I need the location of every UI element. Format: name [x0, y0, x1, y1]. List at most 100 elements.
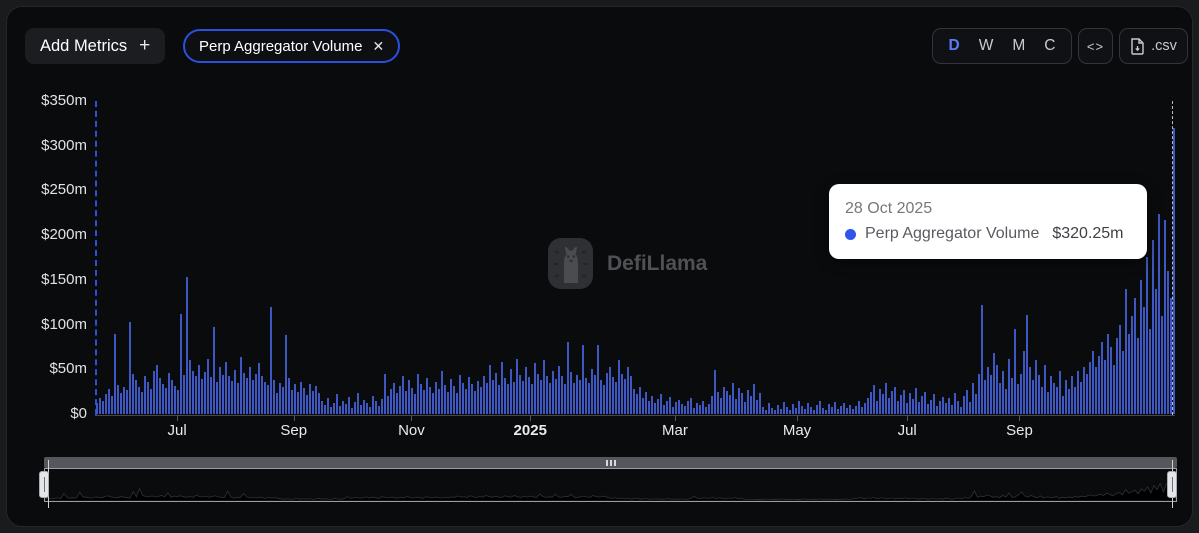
volume-bar[interactable] — [936, 406, 938, 414]
volume-bar[interactable] — [300, 382, 302, 414]
volume-bar[interactable] — [390, 389, 392, 414]
volume-bar[interactable] — [384, 374, 386, 414]
volume-bar[interactable] — [885, 383, 887, 414]
volume-bar[interactable] — [879, 389, 881, 414]
volume-bar[interactable] — [678, 400, 680, 414]
volume-bar[interactable] — [909, 393, 911, 414]
volume-bar[interactable] — [1113, 365, 1115, 414]
volume-bar[interactable] — [531, 384, 533, 414]
volume-bar[interactable] — [453, 386, 455, 414]
volume-bar[interactable] — [144, 376, 146, 414]
volume-bar[interactable] — [1071, 376, 1073, 414]
volume-bar[interactable] — [798, 401, 800, 414]
volume-bar[interactable] — [939, 401, 941, 414]
volume-bar[interactable] — [255, 374, 257, 414]
volume-bar[interactable] — [1137, 338, 1139, 414]
volume-bar[interactable] — [873, 385, 875, 414]
volume-bar[interactable] — [681, 404, 683, 414]
volume-bar[interactable] — [498, 385, 500, 414]
volume-bar[interactable] — [324, 405, 326, 414]
volume-bar[interactable] — [597, 345, 599, 414]
volume-bar[interactable] — [951, 405, 953, 414]
volume-bar[interactable] — [714, 370, 716, 414]
volume-bar[interactable] — [141, 392, 143, 414]
volume-bar[interactable] — [975, 394, 977, 414]
volume-bar[interactable] — [1005, 389, 1007, 414]
volume-bar[interactable] — [177, 390, 179, 414]
volume-bar[interactable] — [219, 367, 221, 414]
volume-bar[interactable] — [723, 387, 725, 414]
volume-bar[interactable] — [162, 384, 164, 414]
volume-bar[interactable] — [768, 403, 770, 414]
volume-bar[interactable] — [1086, 374, 1088, 414]
volume-bar[interactable] — [501, 362, 503, 414]
volume-bar[interactable] — [915, 388, 917, 414]
volume-bar[interactable] — [654, 403, 656, 414]
volume-bar[interactable] — [948, 398, 950, 414]
volume-bar[interactable] — [630, 376, 632, 414]
volume-bar[interactable] — [954, 393, 956, 414]
volume-bar[interactable] — [660, 394, 662, 414]
volume-bar[interactable] — [573, 383, 575, 414]
volume-bar[interactable] — [261, 376, 263, 414]
volume-bar[interactable] — [168, 373, 170, 414]
volume-bar[interactable] — [1110, 347, 1112, 414]
volume-bar[interactable] — [906, 403, 908, 414]
volume-bar[interactable] — [1161, 316, 1163, 414]
volume-bar[interactable] — [333, 403, 335, 414]
volume-bar[interactable] — [891, 391, 893, 414]
volume-bar[interactable] — [192, 371, 194, 414]
volume-bar[interactable] — [579, 380, 581, 414]
volume-bar[interactable] — [1059, 371, 1061, 414]
volume-bar[interactable] — [1083, 367, 1085, 414]
volume-bar[interactable] — [774, 410, 776, 414]
volume-bar[interactable] — [312, 391, 314, 414]
volume-bar[interactable] — [159, 378, 161, 414]
volume-bar[interactable] — [564, 384, 566, 414]
volume-bar[interactable] — [474, 391, 476, 414]
volume-bar[interactable] — [1032, 380, 1034, 414]
volume-bar[interactable] — [582, 345, 584, 414]
volume-bar[interactable] — [849, 405, 851, 414]
volume-bar[interactable] — [264, 382, 266, 414]
volume-bar[interactable] — [960, 407, 962, 414]
volume-bar[interactable] — [702, 401, 704, 414]
volume-bar[interactable] — [930, 400, 932, 414]
volume-bar[interactable] — [1125, 289, 1127, 414]
volume-bar[interactable] — [339, 406, 341, 414]
volume-bar[interactable] — [1092, 351, 1094, 414]
volume-bar[interactable] — [972, 383, 974, 414]
volume-bar[interactable] — [828, 404, 830, 414]
volume-bar[interactable] — [123, 387, 125, 414]
volume-bars[interactable] — [96, 101, 1176, 414]
volume-bar[interactable] — [1062, 396, 1064, 414]
volume-bar[interactable] — [1155, 289, 1157, 414]
volume-bar[interactable] — [120, 393, 122, 414]
volume-bar[interactable] — [459, 375, 461, 414]
volume-bar[interactable] — [609, 367, 611, 414]
volume-bar[interactable] — [735, 399, 737, 414]
volume-bar[interactable] — [552, 371, 554, 414]
volume-bar[interactable] — [705, 407, 707, 414]
volume-bar[interactable] — [489, 365, 491, 414]
volume-bar[interactable] — [408, 380, 410, 414]
volume-bar[interactable] — [228, 376, 230, 414]
volume-bar[interactable] — [858, 401, 860, 414]
volume-bar[interactable] — [1017, 384, 1019, 414]
volume-bar[interactable] — [129, 322, 131, 414]
volume-bar[interactable] — [744, 402, 746, 414]
download-csv-button[interactable]: .csv — [1119, 28, 1188, 64]
volume-bar[interactable] — [780, 409, 782, 414]
volume-bar[interactable] — [1119, 325, 1121, 414]
volume-bar[interactable] — [708, 404, 710, 414]
volume-bar[interactable] — [795, 408, 797, 414]
volume-bar[interactable] — [1077, 371, 1079, 414]
volume-bar[interactable] — [480, 387, 482, 414]
volume-bar[interactable] — [246, 378, 248, 414]
volume-bar[interactable] — [699, 405, 701, 414]
volume-bar[interactable] — [921, 396, 923, 414]
volume-bar[interactable] — [963, 396, 965, 414]
volume-bar[interactable] — [357, 393, 359, 414]
volume-bar[interactable] — [615, 382, 617, 414]
volume-bar[interactable] — [810, 407, 812, 414]
